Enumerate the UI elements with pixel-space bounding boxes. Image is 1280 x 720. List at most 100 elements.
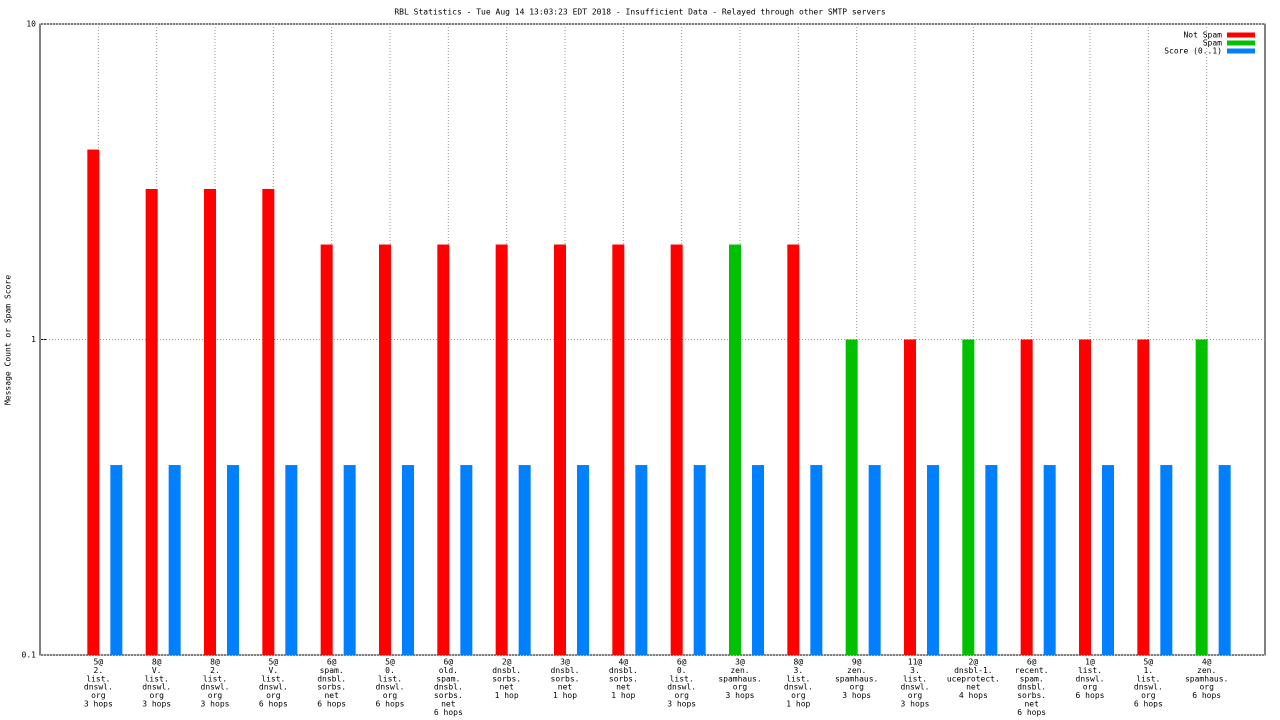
x-tick-label: dnsbl. xyxy=(551,666,580,675)
x-tick-label: dnsbl. xyxy=(434,683,463,692)
bar xyxy=(402,465,414,655)
bar xyxy=(985,465,998,655)
chart-title: RBL Statistics - Tue Aug 14 13:03:23 EDT… xyxy=(394,8,885,17)
x-tick-label: 3 hops xyxy=(201,700,230,709)
x-tick-label: dnswl. xyxy=(376,683,405,692)
x-tick-label: 5@ xyxy=(385,658,395,667)
x-tick-label: 2. xyxy=(94,666,104,675)
x-tick-label: list. xyxy=(1136,674,1160,683)
x-tick-label: spam. xyxy=(1020,674,1044,683)
bar xyxy=(110,465,123,655)
x-tick-label: sorbs. xyxy=(551,674,580,683)
x-tick-label: dnswl. xyxy=(84,683,113,692)
x-tick-label: 4 hops xyxy=(959,691,988,700)
bar xyxy=(285,465,298,655)
x-tick-label: zen. xyxy=(1197,666,1216,675)
x-tick-label: 3@ xyxy=(560,658,570,667)
x-tick-label: old. xyxy=(439,666,458,675)
x-tick-label: 3 hops xyxy=(901,700,930,709)
x-tick-label: 6 hops xyxy=(259,700,288,709)
x-tick-label: recent. xyxy=(1015,666,1049,675)
bar xyxy=(635,465,648,655)
x-tick-label: 1 hop xyxy=(611,691,635,700)
y-axis-label: Message Count or Spam Score xyxy=(4,275,13,405)
bar xyxy=(1160,465,1173,655)
x-tick-label: net xyxy=(324,691,339,700)
x-tick-label: dnswl. xyxy=(1134,683,1163,692)
x-tick-label: 3. xyxy=(910,666,920,675)
x-tick-label: 6@ xyxy=(327,658,337,667)
bar xyxy=(845,339,858,655)
bar xyxy=(1043,465,1056,655)
x-tick-label: 6 hops xyxy=(1076,691,1105,700)
legend-swatch xyxy=(1227,40,1255,46)
x-tick-label: net xyxy=(966,683,981,692)
x-tick-label: 0. xyxy=(677,666,687,675)
x-tick-label: 6 hops xyxy=(1017,708,1046,717)
x-tick-label: org xyxy=(791,691,806,700)
x-tick-label: uceprotect. xyxy=(947,674,1000,683)
x-tick-label: 1@ xyxy=(1085,658,1095,667)
x-tick-label: dnswl. xyxy=(201,683,230,692)
x-tick-label: 8@ xyxy=(210,658,220,667)
bar xyxy=(518,465,531,655)
bar xyxy=(670,244,683,656)
bar xyxy=(1020,339,1033,655)
x-tick-label: net xyxy=(1024,700,1039,709)
x-tick-label: org xyxy=(908,691,923,700)
x-tick-label: sorbs. xyxy=(609,674,638,683)
x-tick-label: 6@ xyxy=(677,658,687,667)
x-tick-label: spam. xyxy=(320,666,344,675)
x-tick-label: dnswl. xyxy=(667,683,696,692)
legend-label: Score (0..1) xyxy=(1164,47,1222,56)
x-tick-label: org xyxy=(733,683,748,692)
bar xyxy=(693,465,706,655)
x-tick-label: 3 hops xyxy=(726,691,755,700)
bar xyxy=(495,244,508,656)
x-tick-label: 2. xyxy=(210,666,220,675)
x-tick-label: dnswl. xyxy=(1076,674,1105,683)
bar xyxy=(1195,339,1208,655)
x-tick-label: zen. xyxy=(730,666,749,675)
bar xyxy=(904,339,916,655)
bar xyxy=(379,244,391,656)
bar xyxy=(1137,339,1150,655)
x-tick-label: net xyxy=(441,700,456,709)
bar xyxy=(320,244,333,656)
x-tick-label: spam. xyxy=(436,674,460,683)
y-tick-label: 1 xyxy=(31,335,36,344)
x-tick-label: 5@ xyxy=(94,658,104,667)
x-tick-label: 8@ xyxy=(152,658,162,667)
x-tick-label: list. xyxy=(145,674,169,683)
bar xyxy=(577,465,589,655)
x-tick-label: 0. xyxy=(385,666,395,675)
x-tick-label: 3 hops xyxy=(667,700,696,709)
bar xyxy=(927,465,939,655)
x-tick-label: V. xyxy=(269,666,279,675)
x-tick-label: 6@ xyxy=(444,658,454,667)
bar xyxy=(343,465,356,655)
x-tick-label: 6 hops xyxy=(317,700,346,709)
x-tick-label: org xyxy=(149,691,164,700)
x-tick-label: 6 hops xyxy=(434,708,463,717)
bar xyxy=(262,188,275,655)
x-tick-label: dnsbl. xyxy=(609,666,638,675)
x-tick-label: 5@ xyxy=(269,658,279,667)
x-tick-label: 1 hop xyxy=(495,691,519,700)
x-tick-label: list. xyxy=(786,674,810,683)
x-tick-label: 3 hops xyxy=(142,700,171,709)
x-tick-label: sorbs. xyxy=(1017,691,1046,700)
legend-swatch xyxy=(1227,48,1255,54)
x-tick-label: list. xyxy=(903,674,927,683)
legend-label: Spam xyxy=(1203,39,1222,48)
legend-label: Not Spam xyxy=(1183,31,1222,40)
x-tick-label: list. xyxy=(1078,666,1102,675)
x-tick-label: list. xyxy=(261,674,285,683)
x-tick-label: dnswl. xyxy=(259,683,288,692)
bar xyxy=(810,465,823,655)
x-tick-label: zen. xyxy=(847,666,866,675)
bar xyxy=(554,244,566,656)
x-tick-label: 3. xyxy=(794,666,804,675)
legend-swatch xyxy=(1227,32,1255,38)
